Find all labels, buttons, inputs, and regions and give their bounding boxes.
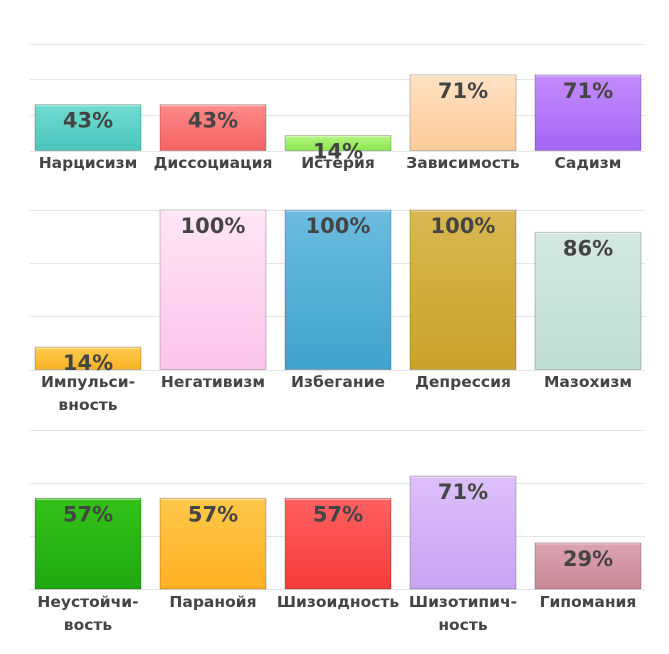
- data-label: 71%: [438, 79, 488, 103]
- category-label: Мазохизм: [544, 373, 632, 391]
- category-label: Депрессия: [415, 373, 511, 391]
- chart-panel-3: 57% Неустойчи-вость 57% Паранойя 57% Шизоидно…: [30, 430, 645, 634]
- bar: [159, 497, 267, 590]
- bar: [409, 209, 517, 370]
- bar: [34, 497, 142, 590]
- category-label: Зависимость: [406, 154, 520, 172]
- bar: [284, 497, 392, 590]
- bar: [34, 104, 142, 151]
- bar: [534, 74, 642, 151]
- category-label: Гипомания: [540, 593, 637, 611]
- data-label: 29%: [563, 547, 613, 571]
- data-label: 43%: [188, 109, 238, 133]
- data-label: 57%: [188, 502, 238, 526]
- bar: [159, 104, 267, 151]
- bar: [409, 74, 517, 151]
- category-label: Шизотипич-: [409, 593, 517, 611]
- category-label: Истерия: [301, 154, 375, 172]
- bar: [284, 209, 392, 370]
- bar: [409, 475, 517, 590]
- data-label: 43%: [63, 109, 113, 133]
- data-label: 57%: [313, 502, 363, 526]
- bar: [534, 542, 642, 590]
- category-label: вность: [58, 396, 117, 414]
- bar: [284, 135, 392, 151]
- data-label: 71%: [438, 480, 488, 504]
- category-label: ность: [438, 616, 488, 634]
- data-label: 100%: [431, 214, 496, 238]
- category-label: Диссоциация: [154, 154, 273, 172]
- data-label: 57%: [63, 502, 113, 526]
- data-label: 86%: [563, 236, 613, 260]
- data-label: 14%: [313, 140, 363, 164]
- bar: [159, 209, 267, 370]
- bar: [34, 346, 142, 371]
- data-label: 100%: [181, 214, 246, 238]
- category-label: Импульси-: [41, 373, 135, 391]
- category-label: Садизм: [555, 154, 622, 172]
- category-label: Шизоидность: [277, 593, 400, 611]
- data-label: 14%: [63, 351, 113, 375]
- chart-panel-1: 43% Нарцисизм 43% Диссоциация 14%Истерия 71% З…: [30, 44, 645, 172]
- category-label: Неустойчи-: [37, 593, 138, 611]
- category-label: Нарцисизм: [39, 154, 138, 172]
- category-label: Избегание: [291, 373, 385, 391]
- chart-panel-2: 14%Импульси-вность 100% Негативизм 100% Избе…: [30, 209, 645, 414]
- data-label: 100%: [306, 214, 371, 238]
- category-label: Негативизм: [161, 373, 265, 391]
- data-label: 71%: [563, 79, 613, 103]
- category-label: вость: [64, 616, 113, 634]
- bar: [534, 231, 642, 370]
- category-label: Паранойя: [169, 593, 256, 611]
